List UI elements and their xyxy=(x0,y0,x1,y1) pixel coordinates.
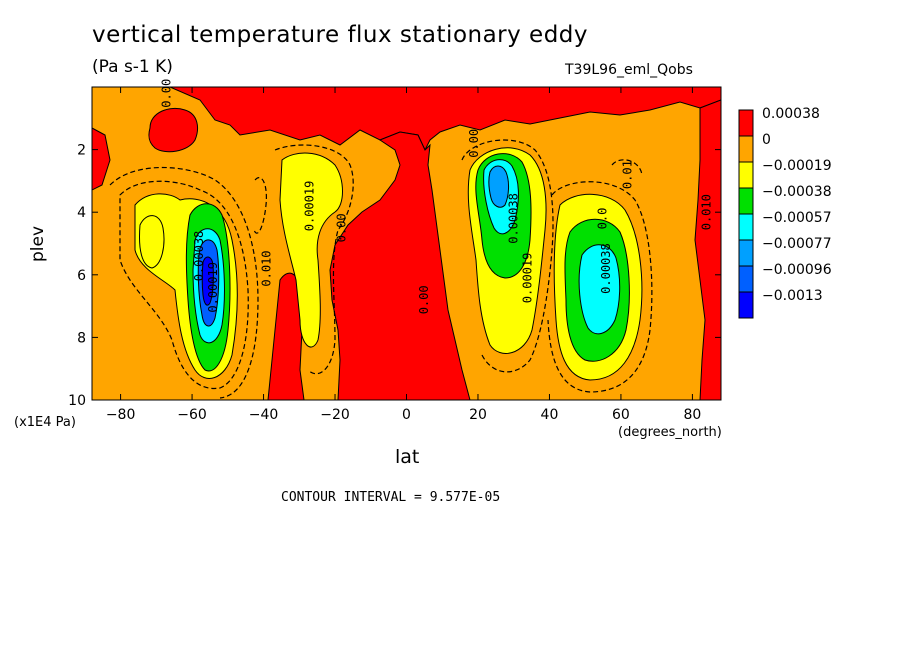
x-tick-label: 20 xyxy=(469,407,487,423)
x-axis: −80 −60 −40 −20 0 20 40 60 80 xyxy=(106,87,701,423)
contour-interval-label: CONTOUR INTERVAL = 9.577E-05 xyxy=(281,490,501,505)
colorbar-level-label: −0.00038 xyxy=(762,184,832,200)
colorbar-level-label: −0.00096 xyxy=(762,262,832,278)
negative-contour-lines xyxy=(109,139,653,399)
colorbar-swatch xyxy=(738,135,754,163)
y-units-label: (x1E4 Pa) xyxy=(14,415,76,430)
colorbar-swatch xyxy=(738,161,754,189)
contour-label: 0.00038 xyxy=(192,231,206,282)
x-axis-label: lat xyxy=(395,446,420,468)
colorbar-level-label: −0.00019 xyxy=(762,158,832,174)
contour-label: 0.0 xyxy=(596,208,610,230)
y-tick-label: 6 xyxy=(77,268,86,284)
yellow-region-upper xyxy=(279,152,343,348)
red-region-column xyxy=(329,131,471,400)
dataset-label: T39L96_eml_Qobs xyxy=(565,62,693,78)
x-tick-label: −80 xyxy=(106,407,136,423)
y-tick-label: 8 xyxy=(77,330,86,346)
red-region-right xyxy=(694,99,721,400)
contour-label: 0.00019 xyxy=(206,262,220,313)
contour-labels: 0.000.00019 0.000.0100.000190.000380.000.… xyxy=(160,79,714,314)
x-tick-label: 80 xyxy=(683,407,701,423)
cyan-region-right2 xyxy=(578,244,621,335)
colorbar-swatch xyxy=(738,265,754,293)
colorbar-level-label: 0.00038 xyxy=(762,106,820,122)
contour-label: 0.010 xyxy=(260,250,274,286)
colorbar-swatch xyxy=(738,187,754,215)
y-tick-label: 2 xyxy=(77,143,86,159)
y-axis: 2 4 6 8 10 xyxy=(68,143,721,409)
contour-label: 0.00038 xyxy=(599,243,613,294)
contour-label: 0.01 xyxy=(621,160,635,189)
colorbar-swatch xyxy=(738,109,754,137)
colorbar-level-label: 0 xyxy=(762,132,771,148)
chart-title: vertical temperature flux stationary edd… xyxy=(92,22,589,48)
blue-core-right1 xyxy=(488,165,509,208)
contour-label: 0.00 xyxy=(467,129,481,158)
x-tick-label: −60 xyxy=(177,407,207,423)
red-region-far-left xyxy=(92,127,111,191)
y-tick-label: 4 xyxy=(77,205,86,221)
plot-area xyxy=(92,87,721,400)
contour-label: 0.00019 xyxy=(521,253,535,304)
yellow-blob-far-left xyxy=(139,215,165,269)
colorbar: 0.00038 0 −0.00019 −0.00038 −0.00057 −0.00077… xyxy=(738,106,832,319)
contour-label: 0.00038 xyxy=(506,193,520,244)
y-tick-label: 10 xyxy=(68,393,86,409)
colorbar-level-label: −0.00057 xyxy=(762,210,832,226)
x-tick-label: −20 xyxy=(320,407,350,423)
contour-label: 0.00019 xyxy=(303,181,317,232)
contour-label: 0.00 xyxy=(335,213,349,242)
x-tick-label: 40 xyxy=(541,407,559,423)
x-tick-label: 60 xyxy=(612,407,630,423)
red-region-top xyxy=(169,87,721,152)
x-units-label: (degrees_north) xyxy=(618,425,722,440)
colorbar-level-label: −0.0013 xyxy=(762,288,823,304)
x-tick-label: −40 xyxy=(249,407,279,423)
x-tick-label: 0 xyxy=(402,407,411,423)
colorbar-level-label: −0.00077 xyxy=(762,236,832,252)
contour-label: 0.00 xyxy=(160,79,174,108)
contour-label: 0.00 xyxy=(417,285,431,314)
colorbar-swatch xyxy=(738,291,754,319)
blue-core-left-inner xyxy=(201,256,214,306)
colorbar-swatch xyxy=(738,239,754,267)
colorbar-swatch xyxy=(738,213,754,241)
contour-label: 0.010 xyxy=(699,194,713,230)
chart-units: (Pa s-1 K) xyxy=(92,57,173,77)
red-region-topleft xyxy=(148,107,198,153)
